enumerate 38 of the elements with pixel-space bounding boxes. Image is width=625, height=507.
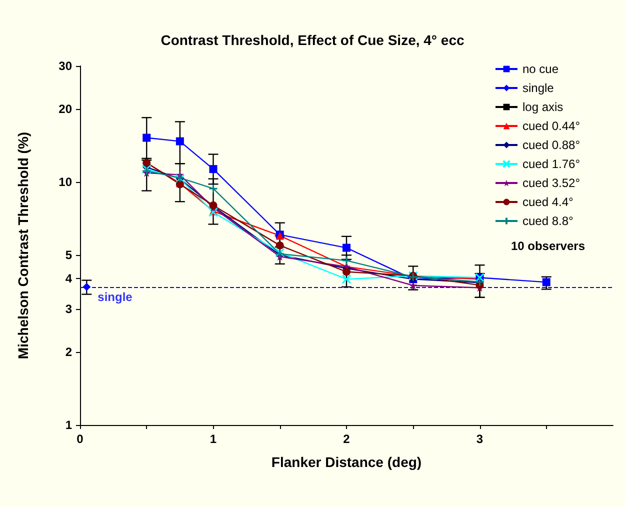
y-tick-label: 20 <box>58 102 72 116</box>
y-tick-label: 3 <box>65 302 72 316</box>
y-axis-title: Michelson Contrast Threshold (%) <box>15 132 31 360</box>
x-axis-title: Flanker Distance (deg) <box>271 454 422 470</box>
legend-label: cued 4.4° <box>522 195 574 209</box>
y-tick-label: 30 <box>58 59 72 73</box>
point <box>208 184 218 194</box>
x-tick-label: 1 <box>210 432 217 446</box>
x-tick-label: 0 <box>76 432 84 446</box>
legend-label: cued 0.88° <box>522 138 580 152</box>
legend-label: cued 8.8° <box>522 214 574 228</box>
point <box>342 274 352 284</box>
y-tick-label: 5 <box>65 248 72 262</box>
annotation: single <box>98 290 133 304</box>
y-tick-label: 1 <box>65 418 72 432</box>
point <box>209 165 218 174</box>
chart-title: Contrast Threshold, Effect of Cue Size, 4° ecc <box>160 32 464 48</box>
point <box>409 281 418 290</box>
y-tick-label: 10 <box>58 174 72 189</box>
legend-label: cued 0.44° <box>522 119 580 133</box>
x-tick-label: 3 <box>476 432 484 446</box>
point <box>342 256 352 266</box>
x-tick-label: 2 <box>343 432 350 446</box>
legend-label: single <box>522 81 554 95</box>
legend-label: log axis <box>522 100 564 114</box>
point <box>276 241 284 250</box>
point <box>542 278 550 286</box>
point <box>342 244 350 252</box>
y-tick-label: 4 <box>65 272 72 286</box>
legend-label: no cue <box>522 62 559 76</box>
legend-label: cued 3.52° <box>522 176 580 190</box>
point <box>342 268 350 276</box>
point <box>176 137 184 146</box>
point <box>142 134 151 142</box>
y-tick-label: 2 <box>65 344 72 359</box>
point <box>82 282 91 291</box>
legend-label: cued 1.76° <box>522 157 580 171</box>
annotation: 10 observers <box>510 239 586 253</box>
